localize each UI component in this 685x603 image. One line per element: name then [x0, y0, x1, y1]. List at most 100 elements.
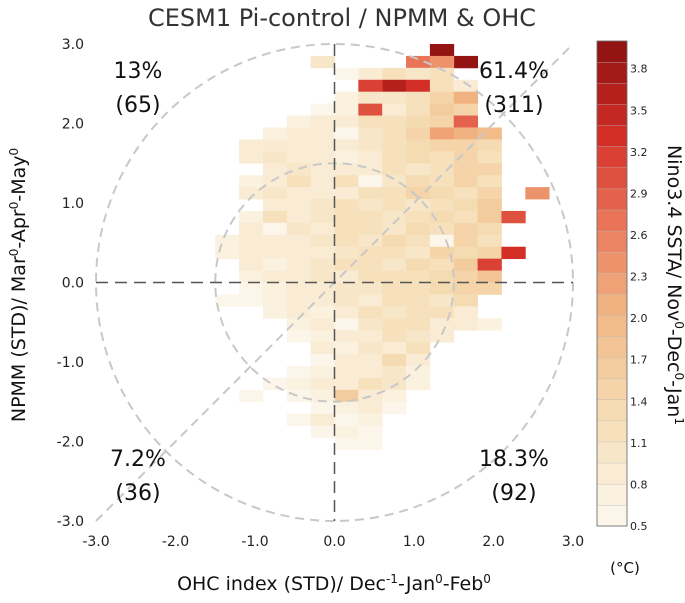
quadrant-percent: 18.3% — [479, 447, 549, 472]
heatmap-cell — [310, 425, 335, 438]
heatmap-cell — [239, 151, 264, 164]
heatmap-cell — [382, 389, 407, 403]
heatmap-cell — [406, 258, 431, 271]
heatmap-cell — [310, 330, 335, 343]
quadrant-percent: 61.4% — [479, 59, 549, 84]
colorbar-segment — [596, 462, 628, 485]
heatmap-cell — [334, 246, 359, 260]
heatmap-cell — [453, 282, 478, 295]
heatmap-cell — [429, 246, 455, 260]
heatmap-cell — [429, 270, 455, 283]
heatmap-cell — [382, 401, 407, 415]
heatmap-cell — [358, 413, 383, 426]
heatmap-cell — [382, 199, 407, 212]
heatmap-cell — [310, 270, 335, 283]
heatmap-cell — [358, 258, 383, 271]
heatmap-cell — [477, 151, 502, 164]
guide-lines — [95, 43, 574, 522]
heatmap-cell — [382, 270, 407, 283]
heatmap-cell — [406, 306, 431, 319]
heatmap-cell — [406, 67, 431, 81]
colorbar-tick-label: 0.8 — [630, 478, 648, 491]
colorbar-tick-label: 1.4 — [630, 395, 648, 408]
heatmap-cell — [429, 79, 455, 93]
heatmap-cell — [239, 258, 264, 271]
heatmap-cell — [453, 127, 478, 140]
heatmap-cell — [406, 377, 431, 391]
heatmap-cell — [286, 199, 312, 212]
heatmap-cell — [453, 103, 478, 116]
heatmap-cell — [286, 306, 312, 319]
heatmap-cell — [382, 175, 407, 188]
heatmap-cell — [406, 163, 431, 176]
colorbar-tick-label: 1.1 — [630, 437, 648, 450]
heatmap-cell — [334, 115, 359, 128]
colorbar-segment — [596, 167, 628, 190]
heatmap-cell — [262, 127, 288, 140]
heatmap-cell — [286, 389, 312, 403]
heatmap-cell — [262, 139, 288, 152]
heatmap-cell — [286, 318, 312, 331]
heatmap-cell — [310, 222, 335, 236]
heatmap-cell — [429, 330, 455, 343]
colorbar-unit: (°C) — [610, 559, 640, 577]
heatmap-cell — [358, 210, 383, 224]
heatmap-cell — [215, 246, 240, 260]
x-tick-label: 3.0 — [562, 534, 584, 550]
heatmap-cell — [310, 187, 335, 200]
heatmap-cell — [286, 258, 312, 271]
heatmap-cell — [382, 330, 407, 343]
heatmap-cell — [286, 294, 312, 307]
heatmap-cell — [453, 270, 478, 283]
colorbar-segment — [596, 399, 628, 422]
heatmap-cell — [382, 354, 407, 367]
heatmap-cell — [239, 282, 264, 295]
y-tick-label: 2.0 — [62, 117, 84, 133]
heatmap-cell — [406, 234, 431, 248]
heatmap-cell — [382, 258, 407, 271]
heatmap-cell — [406, 79, 431, 93]
heatmap-cell — [406, 330, 431, 343]
heatmap-cell — [501, 246, 526, 260]
heatmap-cell — [310, 199, 335, 212]
x-tick-label: -2.0 — [162, 534, 189, 550]
heatmap-cell — [310, 175, 335, 188]
quadrant-count: (92) — [491, 481, 536, 506]
heatmap-cell — [477, 187, 502, 200]
heatmap-cell — [310, 139, 335, 152]
heatmap-cell — [239, 246, 264, 260]
colorbar-segment — [596, 146, 628, 169]
heatmap-cell — [310, 318, 335, 331]
heatmap-cell — [382, 365, 407, 379]
heatmap-cell — [358, 187, 383, 200]
colorbar-segment — [596, 378, 628, 400]
heatmap-cell — [477, 199, 502, 212]
heatmap-cell — [310, 306, 335, 319]
heatmap-cell — [453, 175, 478, 188]
heatmap-cell — [286, 115, 312, 128]
heatmap-cell — [310, 163, 335, 176]
heatmap-cell — [334, 103, 359, 116]
heatmap-cell — [429, 258, 455, 271]
colorbar-segment — [596, 504, 628, 527]
heatmap-cell — [453, 258, 478, 271]
heatmap-cell — [358, 437, 383, 450]
x-tick-label: 1.0 — [403, 534, 425, 550]
heatmap-cell — [286, 222, 312, 236]
heatmap-cell — [429, 163, 455, 176]
heatmap-cell — [262, 258, 288, 271]
heatmap-cell — [429, 294, 455, 307]
heatmap-cell — [429, 282, 455, 295]
heatmap-cell — [358, 425, 383, 438]
heatmap-cell — [453, 55, 478, 69]
heatmap-cell — [239, 187, 264, 200]
heatmap-cell — [334, 163, 359, 176]
quadrant-count: (65) — [115, 93, 160, 118]
colorbar-tick-label: 3.5 — [630, 104, 648, 117]
heatmap-cell — [382, 294, 407, 307]
heatmap-cell — [406, 282, 431, 295]
heatmap-cell — [286, 175, 312, 188]
colorbar-tick-label: 2.6 — [630, 229, 648, 242]
heatmap-cell — [382, 342, 407, 355]
x-tick-label: 2.0 — [482, 534, 504, 550]
